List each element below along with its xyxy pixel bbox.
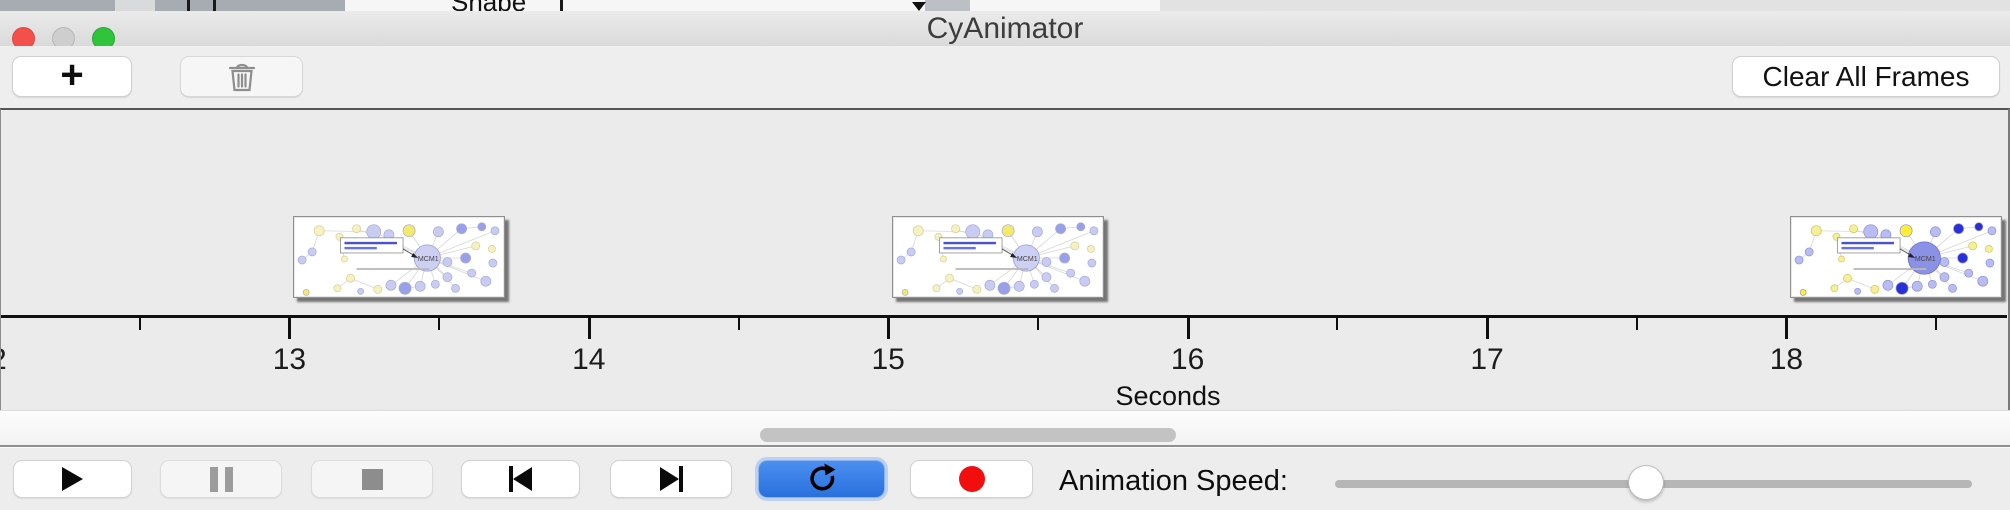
major-tick <box>587 318 591 339</box>
major-tick <box>288 318 292 339</box>
background-segment <box>925 0 970 11</box>
tick-label: 13 <box>272 343 307 376</box>
loop-button[interactable] <box>758 460 885 498</box>
tick-label: 15 <box>871 343 905 376</box>
loop-icon <box>809 463 835 491</box>
skip-to-end-icon <box>659 466 683 492</box>
slider-knob[interactable] <box>1628 465 1664 500</box>
play-icon <box>62 467 83 491</box>
scrollbar-thumb[interactable] <box>760 428 1176 442</box>
major-tick <box>1486 318 1489 339</box>
title-bar: CyAnimator <box>0 11 2010 50</box>
tick-label: 18 <box>1769 343 1804 376</box>
pause-button[interactable] <box>160 460 282 498</box>
minor-tick <box>138 318 141 330</box>
trash-icon <box>228 63 255 91</box>
record-icon <box>958 466 985 492</box>
background-segment <box>0 0 345 11</box>
keyframe-thumbnail-15s[interactable]: MCM1 <box>892 216 1105 298</box>
background-segment <box>115 0 155 11</box>
timeline-axis-line <box>1 315 2007 318</box>
central-node-label: MCM1 <box>418 256 439 263</box>
animation-speed-label: Animation Speed: <box>1059 465 1288 497</box>
axis-caption: Seconds <box>1115 381 1221 410</box>
minor-tick <box>438 318 441 330</box>
skip-to-start-icon <box>509 466 532 492</box>
minor-tick <box>1336 318 1339 330</box>
background-tick <box>560 0 563 11</box>
skip-to-start-button[interactable] <box>461 460 580 498</box>
background-tick <box>213 0 216 11</box>
minor-tick <box>1935 318 1938 330</box>
tick-label: 16 <box>1170 343 1205 376</box>
minor-tick <box>1635 318 1638 330</box>
background-window-label: Shape <box>451 0 526 11</box>
tick-label: 12 <box>1 343 50 377</box>
minor-tick <box>1036 318 1039 330</box>
major-tick <box>887 318 891 339</box>
clear-all-frames-button[interactable]: Clear All Frames <box>1732 56 2000 97</box>
central-node-label: MCM1 <box>1017 256 1038 263</box>
background-dropdown-arrow <box>912 2 926 11</box>
play-button[interactable] <box>13 460 132 498</box>
pause-icon <box>209 466 233 492</box>
tick-label: 17 <box>1470 343 1504 376</box>
major-tick <box>1785 318 1789 339</box>
background-segment <box>1160 0 2010 11</box>
record-button[interactable] <box>910 460 1033 498</box>
window-title: CyAnimator <box>926 11 1084 45</box>
stop-button[interactable] <box>311 460 433 498</box>
skip-to-end-button[interactable] <box>610 460 732 498</box>
add-frame-button[interactable]: + <box>12 55 132 97</box>
central-node-label: MCM1 <box>1915 256 1936 263</box>
background-tick <box>187 0 190 11</box>
clear-all-frames-label: Clear All Frames <box>1762 60 1970 92</box>
timeline-panel[interactable]: MCM1 MCM1 MCM1 12 13 14 15 16 17 18 Seconds <box>0 108 2010 410</box>
stop-icon <box>361 468 383 490</box>
playback-controls: Animation Speed: <box>0 445 2010 510</box>
minor-tick <box>737 318 740 330</box>
major-tick <box>1186 318 1190 339</box>
keyframe-thumbnail-18s[interactable]: MCM1 <box>1790 216 2003 298</box>
background-segment <box>345 0 1160 11</box>
frame-toolbar: + Clear All Frames <box>0 46 2010 108</box>
keyframe-thumbnail-13s[interactable]: MCM1 <box>293 216 506 298</box>
delete-frame-button[interactable] <box>180 56 303 97</box>
tick-label: 14 <box>572 343 606 376</box>
background-window-strip: Shape <box>0 0 2010 11</box>
timeline-scrollbar[interactable] <box>0 410 2010 445</box>
